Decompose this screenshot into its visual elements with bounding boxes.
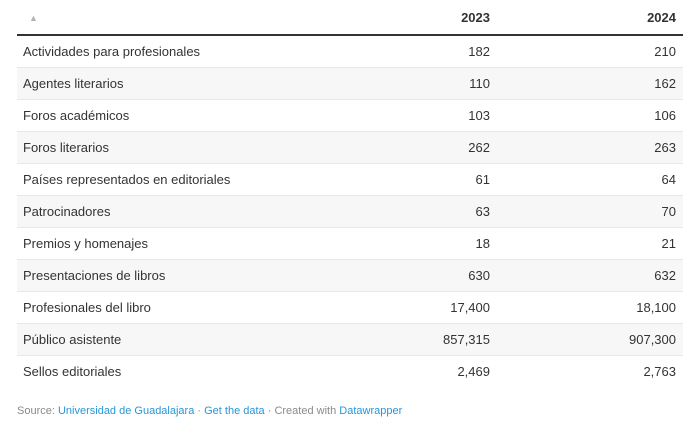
separator-dot: · — [264, 405, 275, 417]
row-label: Patrocinadores — [23, 203, 111, 219]
table-row: Países representados en editoriales 61 6… — [17, 163, 683, 195]
cell-2023: 857,315 — [443, 331, 490, 347]
row-label: Actividades para profesionales — [23, 43, 201, 59]
cell-2024: 106 — [654, 107, 676, 123]
row-label: Público asistente — [23, 331, 122, 347]
row-label: Presentaciones de libros — [23, 267, 166, 283]
table-chart: ▲ 2023 2024 Actividades para profesional… — [17, 0, 683, 418]
column-header-2024[interactable]: 2024 — [490, 0, 683, 36]
table-header: ▲ 2023 2024 — [17, 0, 683, 36]
row-label: Países representados en editoriales — [23, 171, 231, 187]
cell-2024: 21 — [661, 235, 676, 251]
table-row: Público asistente 857,315 907,300 — [17, 323, 683, 355]
cell-2023: 262 — [468, 139, 490, 155]
cell-2024: 632 — [654, 267, 676, 283]
cell-2024: 70 — [661, 203, 676, 219]
source-label: Source: — [17, 405, 58, 417]
cell-2023: 630 — [468, 267, 490, 283]
column-header-category[interactable]: ▲ — [17, 0, 337, 36]
row-label: Foros literarios — [23, 139, 109, 155]
table-row: Foros literarios 262 263 — [17, 131, 683, 163]
cell-2024: 2,763 — [643, 363, 676, 379]
cell-2024: 162 — [654, 75, 676, 91]
cell-2023: 110 — [469, 75, 490, 91]
table-row: Patrocinadores 63 70 — [17, 195, 683, 227]
cell-2023: 61 — [475, 171, 490, 187]
cell-2024: 907,300 — [629, 331, 676, 347]
table-row: Premios y homenajes 18 21 — [17, 227, 683, 259]
table-row: Foros académicos 103 106 — [17, 99, 683, 131]
separator-dot: · — [194, 405, 205, 417]
table-row: Presentaciones de libros 630 632 — [17, 259, 683, 291]
data-table: ▲ 2023 2024 Actividades para profesional… — [17, 0, 683, 387]
sort-ascending-icon[interactable]: ▲ — [29, 12, 38, 23]
get-data-link[interactable]: Get the data — [204, 405, 265, 417]
source-link[interactable]: Universidad de Guadalajara — [57, 405, 195, 417]
cell-2024: 18,100 — [636, 299, 676, 315]
table-row: Profesionales del libro 17,400 18,100 — [17, 291, 683, 323]
footer: Source: Universidad de Guadalajara · Get… — [17, 404, 683, 418]
table-body: Actividades para profesionales 182 210 A… — [17, 35, 683, 387]
cell-2024: 64 — [661, 171, 676, 187]
cell-2023: 103 — [468, 107, 490, 123]
row-label: Foros académicos — [23, 107, 130, 123]
cell-2023: 63 — [475, 203, 490, 219]
datawrapper-link[interactable]: Datawrapper — [339, 405, 403, 417]
table-row: Agentes literarios 110 162 — [17, 67, 683, 99]
cell-2023: 2,469 — [457, 363, 490, 379]
row-label: Sellos editoriales — [23, 363, 122, 379]
cell-2023: 18 — [475, 235, 490, 251]
cell-2024: 210 — [654, 43, 676, 59]
header-row: ▲ 2023 2024 — [17, 0, 683, 36]
cell-2023: 17,400 — [450, 299, 490, 315]
table-row: Actividades para profesionales 182 210 — [17, 35, 683, 67]
cell-2024: 263 — [654, 139, 676, 155]
table-row: Sellos editoriales 2,469 2,763 — [17, 355, 683, 387]
column-header-2023[interactable]: 2023 — [337, 0, 490, 36]
row-label: Agentes literarios — [23, 75, 124, 91]
cell-2023: 182 — [468, 43, 490, 59]
created-with-label: Created with — [274, 405, 340, 417]
row-label: Premios y homenajes — [23, 235, 148, 251]
row-label: Profesionales del libro — [23, 299, 151, 315]
